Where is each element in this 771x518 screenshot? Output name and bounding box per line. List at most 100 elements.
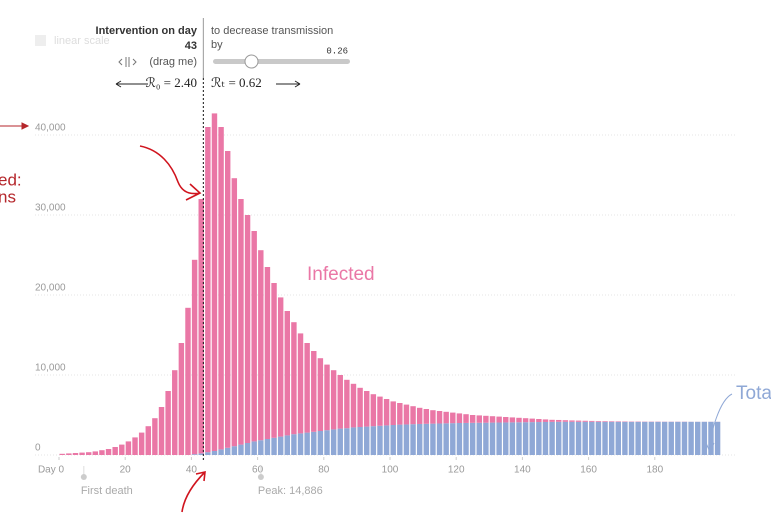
bar-segment — [549, 421, 555, 455]
x-tick-label: 40 — [186, 465, 198, 476]
bar-segment — [350, 383, 357, 428]
bar-segment — [509, 417, 516, 423]
bar-segment — [383, 399, 390, 426]
bar-segment — [681, 421, 688, 455]
bar-segment — [191, 259, 198, 455]
bar-segment — [138, 432, 145, 455]
bar-segment — [608, 421, 615, 455]
bar-segment — [655, 421, 661, 455]
bar-segment — [701, 421, 708, 455]
bar-segment — [622, 421, 628, 455]
bar-segment — [522, 422, 529, 455]
bar-segment — [503, 417, 509, 423]
bar-segment — [602, 421, 608, 455]
bar-segment — [258, 440, 264, 455]
bar-segment — [251, 441, 257, 455]
bar-segment — [397, 403, 403, 425]
bar-segment — [297, 433, 304, 455]
annotation-label: First death — [81, 485, 133, 497]
bar-segment — [251, 231, 257, 442]
bar-segment — [516, 417, 522, 423]
bar-segment — [337, 428, 343, 455]
bar-segment — [416, 423, 423, 455]
drag-hint[interactable]: (drag me) — [149, 56, 197, 68]
bar-segment — [562, 420, 569, 422]
bar-segment — [370, 426, 377, 455]
bar-segment — [469, 422, 476, 455]
bar-segment — [602, 421, 608, 422]
bar-segment — [423, 409, 430, 424]
bar-segment — [284, 435, 290, 455]
bar-segment — [536, 422, 542, 455]
bar-segment — [529, 418, 535, 423]
drag-icon[interactable] — [118, 57, 137, 67]
slider-thumb[interactable] — [244, 54, 259, 69]
y-tick-label: 0 — [35, 443, 41, 454]
bar-segment — [284, 311, 290, 436]
intervention-day: 43 — [185, 40, 197, 52]
bar-segment — [562, 421, 569, 455]
bar-segment — [277, 297, 284, 437]
annotation-dot — [257, 474, 264, 480]
bar-segment — [648, 421, 655, 455]
bar-segment — [529, 422, 535, 455]
bar-segment — [132, 437, 138, 455]
x-tick-label: 20 — [120, 465, 132, 476]
bar-segment — [350, 427, 357, 455]
bar-segment — [357, 427, 363, 455]
slider-track[interactable] — [213, 59, 350, 64]
scale-checkbox[interactable] — [35, 35, 46, 46]
x-tick-label: 60 — [252, 465, 264, 476]
bar-segment — [410, 424, 416, 455]
bar-segment — [211, 451, 218, 455]
right-arrow — [276, 80, 301, 88]
bar-segment — [291, 434, 297, 455]
bar-segment — [165, 391, 171, 455]
bar-segment — [258, 250, 264, 441]
bar-segment — [503, 422, 509, 455]
bar-segment — [152, 418, 158, 455]
bar-segment — [59, 453, 65, 455]
bar-segment — [198, 199, 204, 454]
bar-segment — [225, 151, 231, 448]
plot: 0 10,000 20,000 30,000 40,000 Day 0 20 40 60 80 10… — [35, 18, 771, 497]
bar-segment — [205, 127, 211, 453]
bar-segment — [695, 421, 701, 455]
bar-segment — [377, 425, 383, 455]
bar-segment — [231, 178, 238, 447]
bar-segment — [443, 411, 449, 424]
x-tick-label: 140 — [514, 465, 531, 476]
bar-segment — [483, 415, 489, 423]
bar-segment — [291, 322, 297, 435]
bar-segment — [443, 423, 449, 455]
x-tick-label: 120 — [448, 465, 465, 476]
bar-segment — [397, 424, 403, 455]
bar-segment — [668, 421, 674, 455]
bar-segment — [112, 447, 118, 455]
bar-segment — [172, 370, 178, 455]
bar-segment — [205, 452, 211, 455]
bar-segment — [271, 283, 277, 438]
bar-segment — [456, 423, 463, 455]
bar-segment — [582, 421, 588, 455]
bar-segment — [403, 424, 410, 455]
bar-segment — [536, 419, 542, 423]
bar-segment — [542, 419, 549, 422]
bar-segment — [423, 423, 430, 455]
bar-segment — [463, 422, 469, 455]
bar-segment — [344, 379, 350, 429]
scale-label[interactable]: linear scale — [54, 35, 110, 47]
bar-segment — [628, 421, 635, 455]
annotation-label: Peak: 14,886 — [258, 485, 323, 497]
bar-segment — [714, 421, 721, 455]
bar-segment — [516, 422, 522, 455]
bar-segment — [410, 406, 416, 425]
bar-segment — [450, 412, 456, 424]
hand-arrow — [139, 145, 202, 201]
annotation-dot — [80, 474, 87, 480]
bar-segment — [522, 418, 529, 423]
bar-segment — [178, 343, 185, 455]
bar-segment — [575, 420, 582, 422]
